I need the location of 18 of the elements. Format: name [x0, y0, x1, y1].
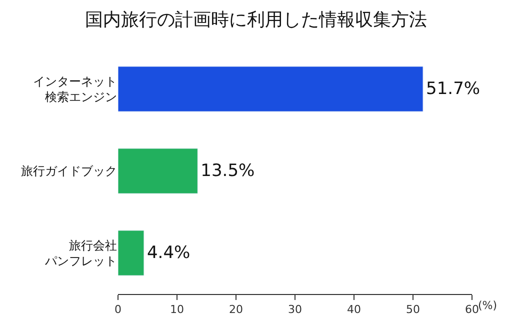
x-tick-label: 0: [114, 303, 122, 316]
bar: [118, 230, 144, 276]
x-axis-title: (%): [478, 299, 498, 312]
x-tick-label: 20: [229, 303, 243, 316]
bar: [118, 148, 198, 194]
x-tick-label: 30: [288, 303, 302, 316]
y-tick-label: インターネット検索エンジン: [33, 74, 117, 104]
bar: [118, 66, 424, 112]
y-tick-label: 旅行ガイドブック: [21, 164, 117, 178]
data-label: 51.7%: [426, 79, 480, 99]
data-label: 13.5%: [200, 161, 255, 181]
x-tick-label: 10: [170, 303, 184, 316]
data-label: 4.4%: [146, 243, 190, 263]
x-tick-label: 50: [406, 303, 420, 316]
chart-title: 国内旅行の計画時に利用した情報収集方法: [85, 10, 427, 31]
y-tick-label: 旅行会社パンフレット: [44, 238, 117, 268]
x-tick-label: 60: [465, 303, 479, 316]
x-tick-label: 40: [347, 303, 361, 316]
